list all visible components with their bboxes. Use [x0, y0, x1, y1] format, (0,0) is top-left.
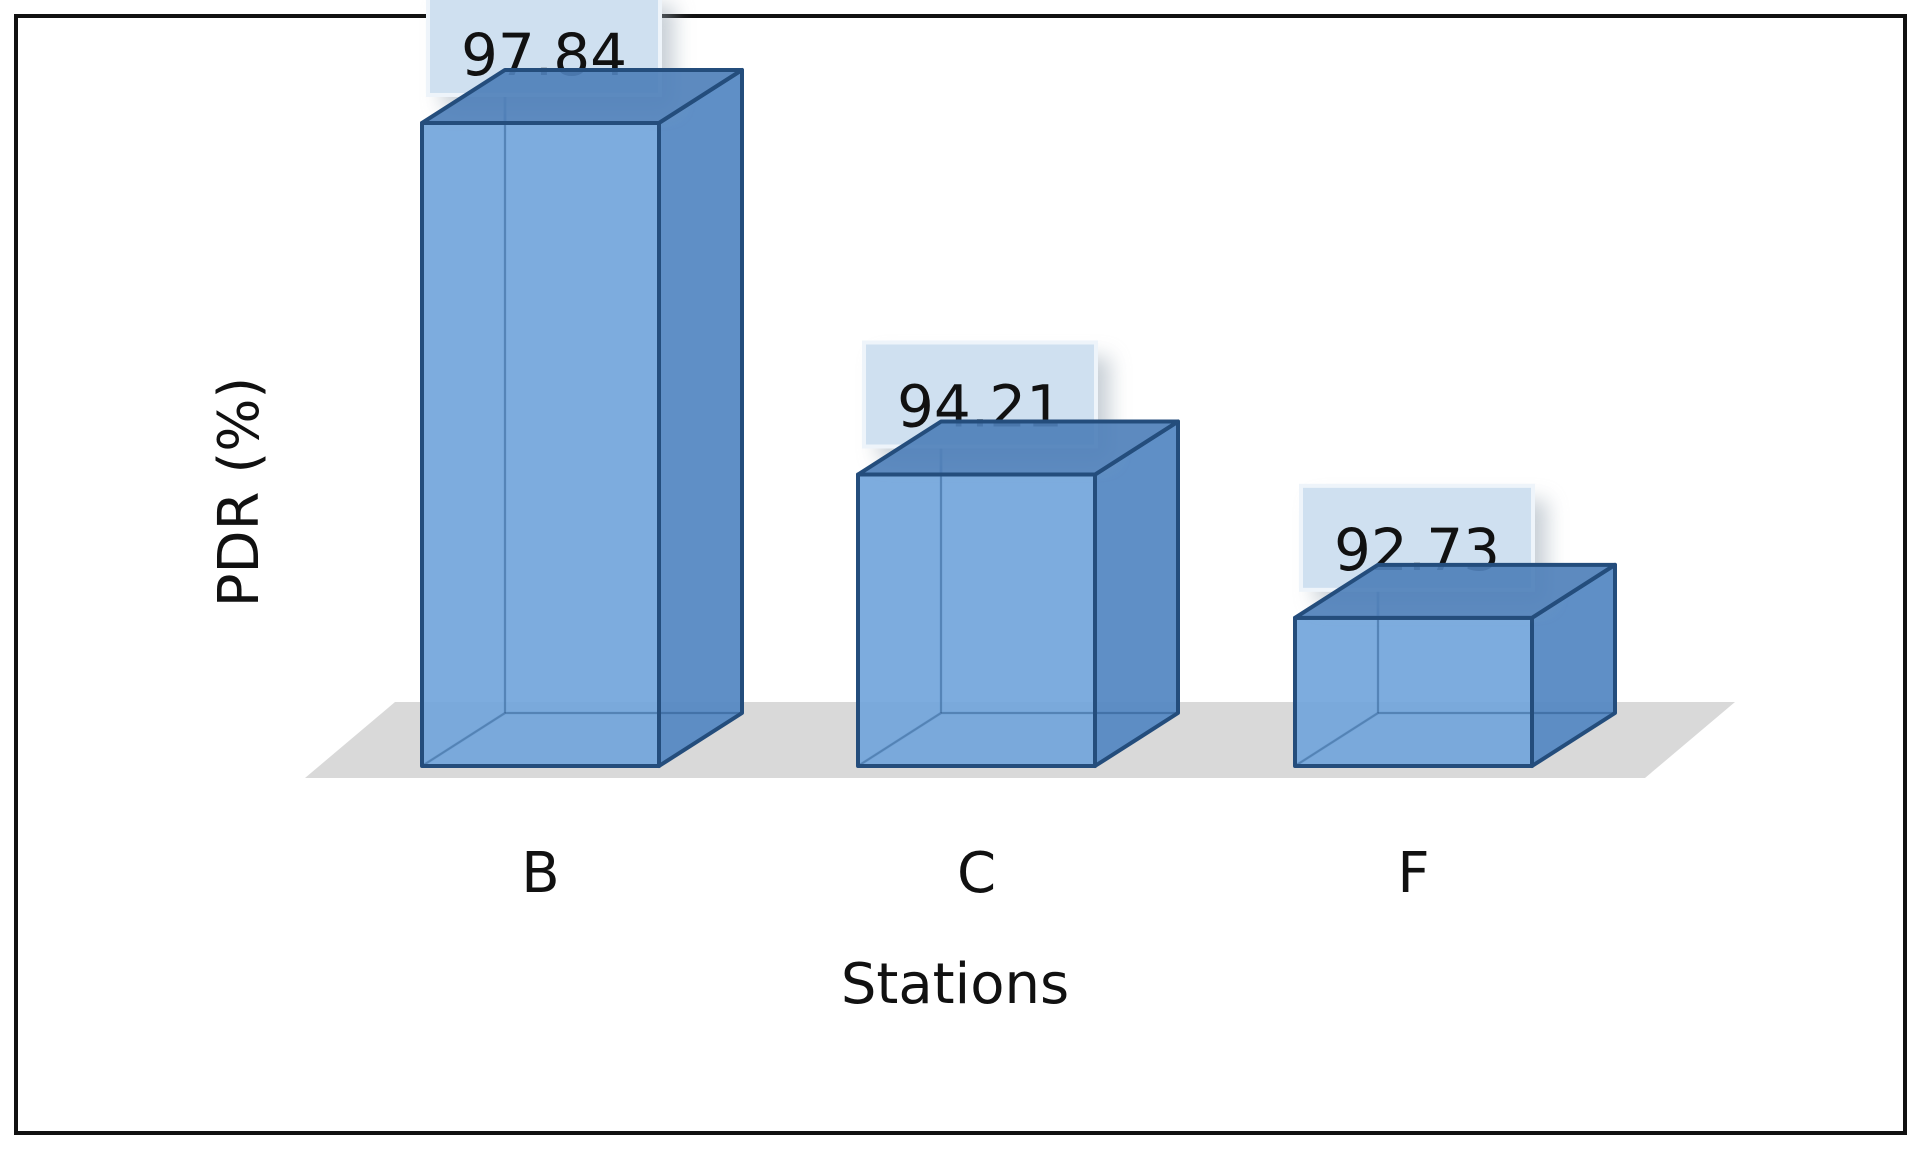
x-tick-label: C: [957, 841, 996, 906]
bar-top-face-F: [1293, 562, 1617, 620]
bar-top-face-B: [420, 67, 744, 125]
bars-group: [420, 67, 1617, 769]
bar-side-face: [1093, 419, 1180, 768]
y-axis-label: PDR (%): [207, 377, 272, 608]
x-tick-label: F: [1397, 841, 1429, 906]
x-axis-label: Stations: [841, 952, 1069, 1017]
x-tick-label: B: [521, 841, 559, 906]
bar-inner-edge: [1294, 712, 1379, 767]
bar-F: [1293, 562, 1617, 769]
bar-inner-edge: [857, 712, 942, 767]
bar-front-face: [856, 472, 1097, 768]
bar-top-face-C: [856, 419, 1180, 477]
bar-front-face: [1293, 615, 1534, 769]
bar-C: [856, 419, 1180, 768]
bar-B: [420, 67, 744, 768]
bar-inner-edge: [421, 712, 506, 767]
bar-front-face: [420, 120, 661, 768]
bar-side-face: [657, 67, 744, 768]
